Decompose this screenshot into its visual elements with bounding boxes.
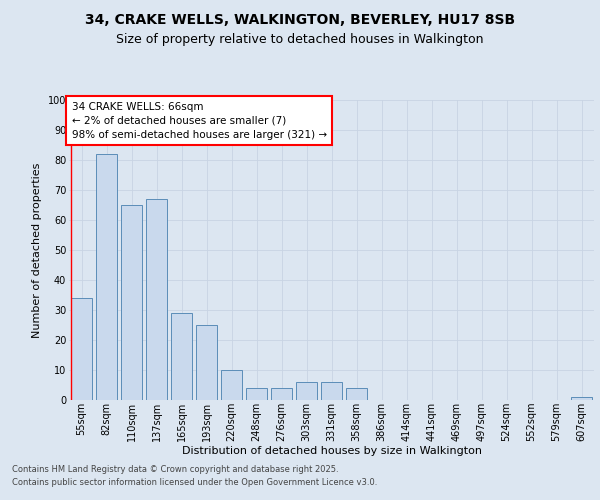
Bar xyxy=(71,298,92,400)
Bar xyxy=(346,388,367,400)
Text: Contains public sector information licensed under the Open Government Licence v3: Contains public sector information licen… xyxy=(12,478,377,487)
Bar xyxy=(571,397,592,400)
Text: Contains HM Land Registry data © Crown copyright and database right 2025.: Contains HM Land Registry data © Crown c… xyxy=(12,466,338,474)
Bar xyxy=(221,370,242,400)
Bar xyxy=(246,388,267,400)
X-axis label: Distribution of detached houses by size in Walkington: Distribution of detached houses by size … xyxy=(182,446,482,456)
Bar xyxy=(271,388,292,400)
Bar xyxy=(146,199,167,400)
Bar xyxy=(121,205,142,400)
Bar xyxy=(196,325,217,400)
Text: Size of property relative to detached houses in Walkington: Size of property relative to detached ho… xyxy=(116,32,484,46)
Bar xyxy=(96,154,117,400)
Y-axis label: Number of detached properties: Number of detached properties xyxy=(32,162,42,338)
Bar xyxy=(321,382,342,400)
Text: 34 CRAKE WELLS: 66sqm
← 2% of detached houses are smaller (7)
98% of semi-detach: 34 CRAKE WELLS: 66sqm ← 2% of detached h… xyxy=(71,102,327,140)
Text: 34, CRAKE WELLS, WALKINGTON, BEVERLEY, HU17 8SB: 34, CRAKE WELLS, WALKINGTON, BEVERLEY, H… xyxy=(85,12,515,26)
Bar xyxy=(296,382,317,400)
Bar xyxy=(171,313,192,400)
